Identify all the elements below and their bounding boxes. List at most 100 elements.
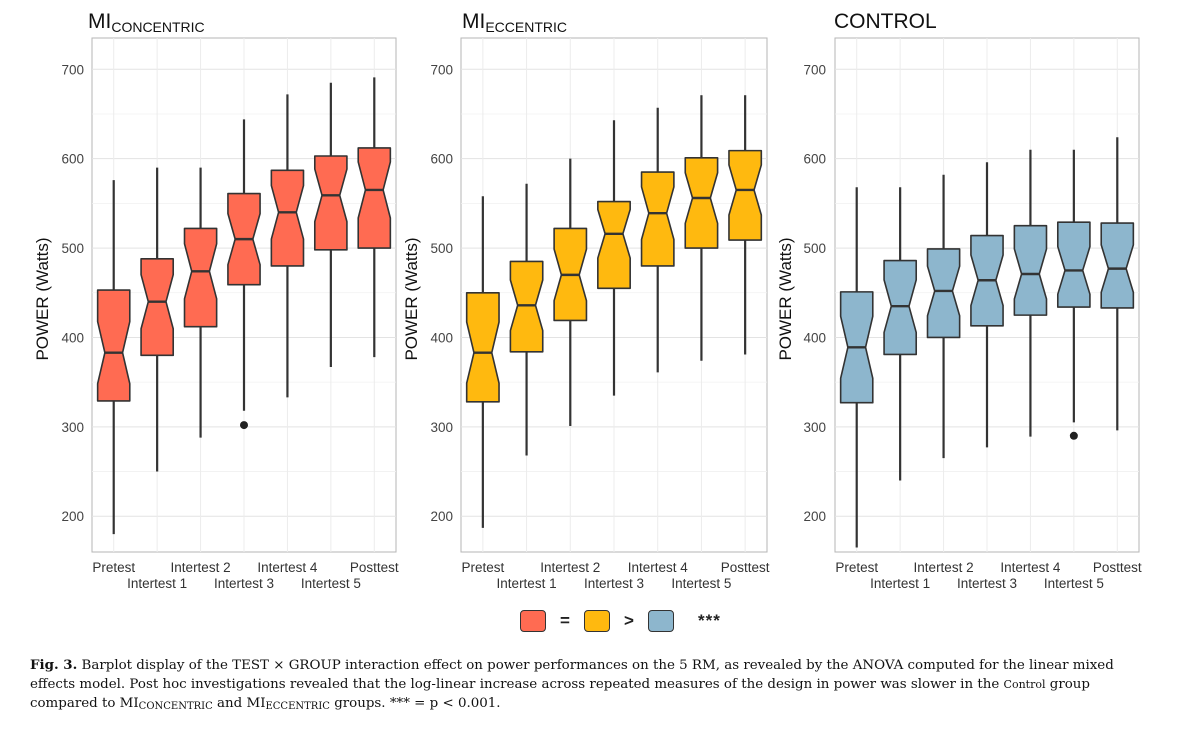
box-body [96, 289, 131, 402]
box-body [883, 259, 918, 356]
box-7 [357, 77, 392, 358]
panel-title-main: MI [88, 10, 111, 33]
caption-text-1: Barplot display of the TEST × GROUP inte… [30, 658, 1114, 692]
y-tick-label: 600 [430, 152, 453, 167]
x-tick-label: Intertest 1 [127, 576, 187, 591]
panel-title-main: MI [462, 10, 485, 33]
box-3 [926, 174, 961, 459]
x-tick-label: Posttest [1093, 560, 1142, 575]
x-tick-label: Intertest 2 [914, 560, 974, 575]
outlier-point [240, 421, 248, 430]
box-body [1100, 222, 1135, 309]
box-body [313, 155, 348, 251]
box-body [509, 260, 544, 353]
legend-significance: *** [698, 611, 721, 630]
box-5 [1013, 149, 1048, 437]
y-tick-label: 300 [61, 420, 84, 435]
legend-swatch-eccentric [584, 610, 610, 632]
y-tick-label: 200 [803, 509, 826, 524]
box-body [140, 257, 175, 357]
box-body [926, 248, 961, 339]
box-1 [96, 180, 131, 535]
x-tick-label: Intertest 4 [1000, 560, 1061, 575]
chart-panel-1: 200 300 400 500 600 700 POWER (Watts) MICONCENT… [33, 10, 399, 591]
panel-title: CONTROL [834, 10, 937, 33]
legend: = > *** [520, 606, 721, 636]
x-tick-label: Intertest 2 [540, 560, 600, 575]
box-3 [183, 167, 218, 438]
y-tick-label: 500 [803, 241, 826, 256]
y-tick-label: 200 [430, 509, 453, 524]
x-tick-label: Pretest [461, 560, 504, 575]
caption-text-4: groups. *** = p < 0.001. [334, 696, 501, 711]
y-tick-label: 700 [61, 62, 84, 77]
box-6 [684, 95, 719, 361]
chart-panel-3: 200 300 400 500 600 700 POWER (Watts) CONTROL Pr… [776, 10, 1142, 591]
y-axis-label: POWER (Watts) [776, 237, 795, 360]
panel-title: MICONCENTRIC [88, 10, 205, 35]
box-2 [509, 183, 544, 456]
chart-panel-2: 200 300 400 500 600 700 POWER (Watts) MIECCENTR… [402, 10, 770, 591]
y-tick-label: 300 [430, 420, 453, 435]
panel-title-sub: CONCENTRIC [111, 19, 204, 35]
box-body [1013, 224, 1048, 316]
panel-title: MIECCENTRIC [462, 10, 567, 35]
legend-swatch-control [648, 610, 674, 632]
y-tick-label: 600 [61, 152, 84, 167]
box-6 [313, 82, 348, 367]
y-tick-label: 700 [803, 62, 826, 77]
y-tick-label: 400 [430, 330, 453, 345]
y-axis-label: POWER (Watts) [402, 237, 421, 360]
box-4 [227, 119, 261, 430]
x-tick-label: Intertest 5 [301, 576, 361, 591]
box-6 [1056, 149, 1091, 440]
x-tick-label: Intertest 4 [257, 560, 318, 575]
x-tick-label: Pretest [92, 560, 135, 575]
caption-control: Control [1003, 678, 1046, 691]
box-4 [970, 162, 1004, 448]
x-tick-label: Intertest 3 [214, 576, 274, 591]
x-tick-label: Pretest [835, 560, 878, 575]
x-tick-label: Posttest [350, 560, 399, 575]
outlier-point [1069, 431, 1078, 440]
panel-title-main: CONTROL [834, 10, 937, 33]
box-body [684, 156, 719, 249]
box-1 [465, 196, 500, 528]
box-body [270, 169, 305, 267]
legend-greater: > [624, 611, 634, 630]
y-tick-label: 500 [61, 241, 84, 256]
y-tick-label: 400 [61, 330, 84, 345]
legend-swatch-concentric [520, 610, 546, 632]
box-5 [270, 94, 305, 398]
x-tick-label: Intertest 2 [171, 560, 231, 575]
caption-label: Fig. 3. [30, 657, 78, 673]
y-tick-label: 200 [61, 509, 84, 524]
x-tick-label: Intertest 4 [628, 560, 689, 575]
box-body [597, 200, 631, 290]
box-body [728, 149, 763, 241]
panel-title-sub: ECCENTRIC [485, 19, 567, 35]
x-tick-label: Intertest 3 [957, 576, 1017, 591]
caption-text-2: group compared to MI [30, 677, 1090, 711]
box-body [183, 227, 218, 328]
y-tick-label: 700 [430, 62, 453, 77]
box-body [357, 147, 392, 249]
x-tick-label: Intertest 1 [497, 576, 557, 591]
x-tick-label: Posttest [721, 560, 770, 575]
x-tick-label: Intertest 1 [870, 576, 930, 591]
figure-caption: Fig. 3. Barplot display of the TEST × GR… [30, 656, 1160, 716]
caption-sub-concentric: CONCENTRIC [138, 701, 213, 712]
y-axis-label: POWER (Watts) [33, 237, 52, 360]
y-tick-label: 300 [803, 420, 826, 435]
y-tick-label: 600 [803, 152, 826, 167]
box-body [1056, 221, 1091, 308]
box-1 [839, 187, 874, 548]
box-5 [640, 107, 675, 373]
y-tick-label: 400 [803, 330, 826, 345]
legend-equals: = [560, 611, 570, 630]
y-tick-label: 500 [430, 241, 453, 256]
x-tick-label: Intertest 3 [584, 576, 644, 591]
x-tick-label: Intertest 5 [671, 576, 731, 591]
box-body [640, 171, 675, 267]
